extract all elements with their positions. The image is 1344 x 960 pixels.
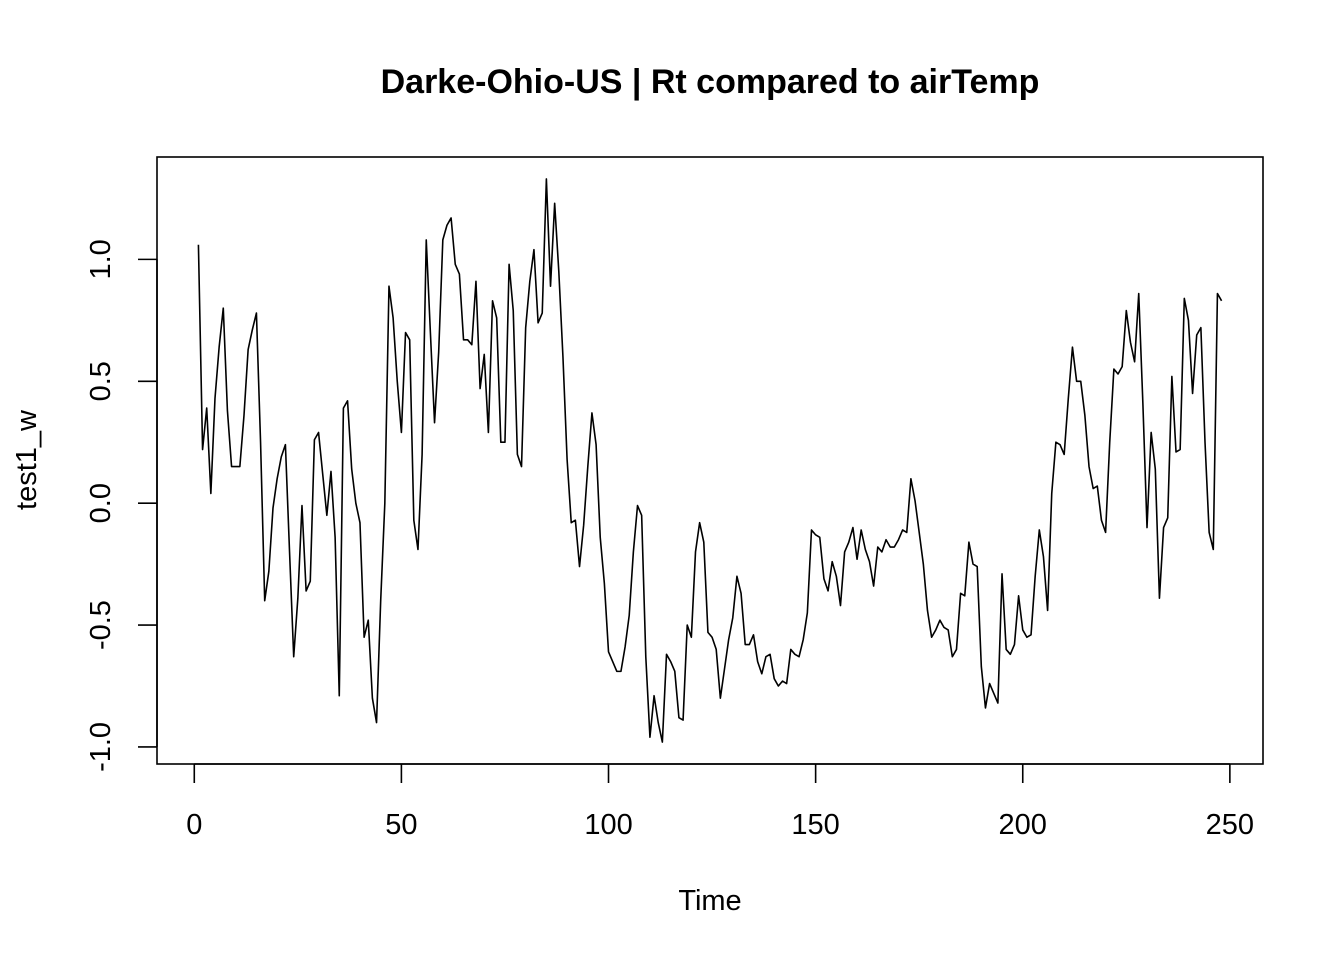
x-tick-label: 100 [584, 809, 632, 841]
x-tick-label: 50 [385, 809, 417, 841]
x-axis: 0 50 100 150 200 250 [186, 764, 1254, 841]
y-tick-label: 0.0 [85, 483, 117, 523]
y-tick-label: -0.5 [85, 600, 117, 650]
x-tick-label: 150 [791, 809, 839, 841]
x-axis-label: Time [678, 885, 741, 917]
y-axis-label: test1_w [11, 409, 43, 510]
plot-frame [157, 157, 1263, 764]
y-tick-label: 1.0 [85, 239, 117, 279]
x-tick-label: 0 [186, 809, 202, 841]
chart-title: Darke-Ohio-US | Rt compared to airTemp [381, 63, 1040, 101]
y-tick-label: -1.0 [85, 722, 117, 772]
x-tick-label: 200 [999, 809, 1047, 841]
series-line [198, 179, 1221, 742]
x-tick-label: 250 [1206, 809, 1254, 841]
y-tick-label: 0.5 [85, 361, 117, 401]
y-axis: -1.0 -0.5 0.0 0.5 1.0 [85, 239, 157, 772]
